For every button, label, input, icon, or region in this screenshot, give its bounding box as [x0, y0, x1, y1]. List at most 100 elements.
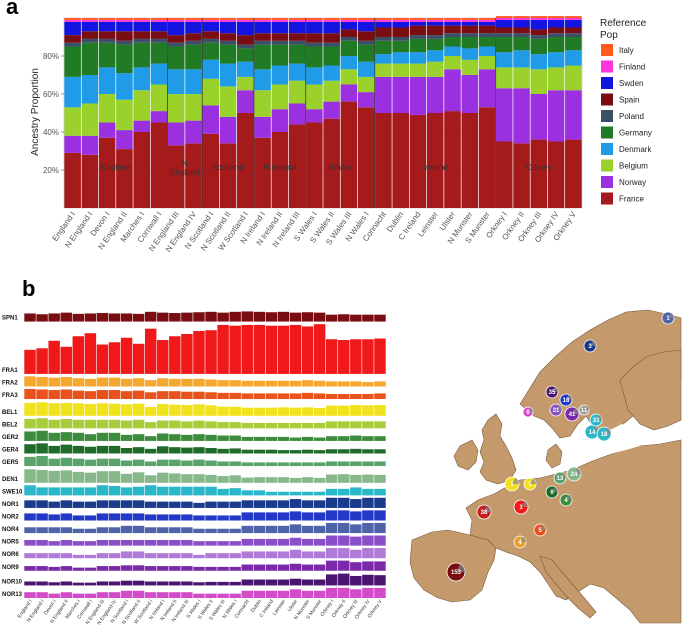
row-bar-nor5 [72, 541, 85, 546]
bar-segment-belgium [357, 76, 375, 93]
row-bar-ger2 [277, 436, 290, 441]
row-bar-nor1 [60, 500, 72, 508]
row-bar-nor13 [108, 592, 121, 598]
row-bar-nor6 [120, 551, 133, 559]
map-pie: 6 [522, 406, 534, 418]
bar-segment-norway [133, 120, 150, 132]
row-bar-nor6 [96, 553, 109, 559]
row-bar-spn1 [24, 313, 36, 322]
row-bar-nor13 [181, 592, 193, 598]
row-bar-nor10 [313, 579, 326, 586]
bar-segment-germany [81, 42, 99, 75]
row-bar-ger5 [84, 459, 97, 467]
row-bar-fra2 [157, 378, 169, 387]
row-bar-spn1 [362, 314, 374, 322]
bar-segment-poland [547, 33, 565, 37]
row-bar-ger5 [157, 459, 169, 467]
row-bar-fra1 [96, 344, 109, 374]
bar-segment-denmark [461, 48, 479, 60]
map-pie-label: 1 [666, 316, 670, 322]
row-bar-fra2 [289, 380, 302, 387]
bar-segment-belgium [254, 90, 271, 117]
bar-segment-swden [116, 21, 133, 32]
bar-segment-swden [219, 21, 237, 34]
bar-segment-denmark [64, 76, 81, 108]
legend-swatch-denmark [601, 143, 613, 155]
region-label: N England [170, 159, 199, 177]
row-bar-nor4 [132, 525, 145, 534]
row-bar-fra3 [229, 392, 241, 400]
row-bar-bel1 [193, 404, 205, 416]
row-bar-nor13 [193, 593, 205, 598]
row-bar-fra1 [313, 324, 326, 374]
bar-segment-france [357, 107, 375, 208]
bar-segment-finland [81, 19, 99, 22]
row-bar-fra2 [24, 376, 36, 387]
row-bar-nor6 [193, 554, 205, 559]
row-bar-bel1 [120, 404, 133, 416]
row-bar-nor4 [289, 524, 302, 534]
bar-segment-spain [323, 33, 340, 43]
row-bar-ger2 [24, 431, 36, 441]
row-bar-nor1 [132, 500, 145, 508]
row-bar-nor4 [60, 527, 72, 534]
bar-segment-swden [547, 19, 565, 28]
bar-segment-swden [98, 21, 116, 32]
row-bar-bel2 [350, 421, 362, 429]
legend-label-france: France [619, 195, 644, 204]
bar-segment-spain [478, 25, 496, 34]
row-bar-bel1 [96, 403, 109, 416]
bar-segment-italy [98, 18, 116, 20]
row-bar-nor1 [265, 500, 278, 508]
row-bar-ger2 [374, 436, 386, 441]
bar-segment-swden [81, 21, 99, 32]
map-pie-slice [668, 312, 674, 318]
row-bar-ger5 [253, 462, 266, 467]
row-bar-nor2 [193, 515, 205, 521]
row-bar-fra1 [338, 340, 350, 374]
row-label-nor6: NOR6 [2, 552, 19, 558]
row-bar-nor1 [374, 497, 386, 508]
legend-label-spain: Spain [619, 96, 639, 105]
row-label-nor10: NOR10 [2, 579, 23, 585]
bar-segment-poland [357, 40, 375, 45]
bar-segment-swden [513, 19, 530, 28]
map-pie-slice [604, 427, 611, 434]
row-bar-spn1 [205, 311, 217, 322]
region-label: Scotland [212, 163, 243, 172]
row-bar-nor2 [229, 515, 241, 521]
map-pie-slice [456, 563, 465, 572]
row-bar-nor1 [362, 497, 374, 508]
row-bar-bel1 [289, 407, 302, 416]
map-land-italy [539, 555, 597, 619]
bar-segment-denmark [237, 61, 254, 77]
row-bar-nor2 [108, 513, 121, 521]
row-bar-ger4 [277, 450, 290, 454]
row-bar-nor10 [24, 581, 36, 586]
row-bar-fra3 [217, 392, 229, 400]
bar-segment-denmark [478, 46, 496, 56]
row-bar-nor9 [325, 560, 338, 571]
row-bar-nor10 [120, 580, 133, 586]
row-bar-spn1 [338, 314, 350, 322]
row-bar-bel2 [144, 422, 157, 429]
row-bar-ger5 [350, 461, 362, 467]
row-bar-nor4 [96, 527, 109, 534]
row-bar-nor5 [24, 540, 36, 546]
bar-segment-france [81, 154, 99, 208]
row-bar-spn1 [325, 314, 338, 322]
row-bar-fra1 [169, 336, 181, 374]
bar-segment-denmark [565, 50, 582, 66]
bar-segment-norway [496, 88, 513, 142]
row-bar-nor9 [84, 567, 97, 571]
row-bar-ger2 [193, 434, 205, 441]
row-bar-nor1 [157, 501, 169, 508]
row-label-nor2: NOR2 [2, 515, 19, 521]
bar-segment-norway [219, 116, 237, 144]
row-bar-nor2 [277, 512, 290, 521]
row-bar-nor2 [265, 512, 278, 521]
row-bar-spn1 [144, 311, 157, 322]
row-bar-bel2 [241, 422, 253, 429]
bar-segment-norway [202, 105, 220, 134]
row-bar-ger2 [157, 433, 169, 441]
